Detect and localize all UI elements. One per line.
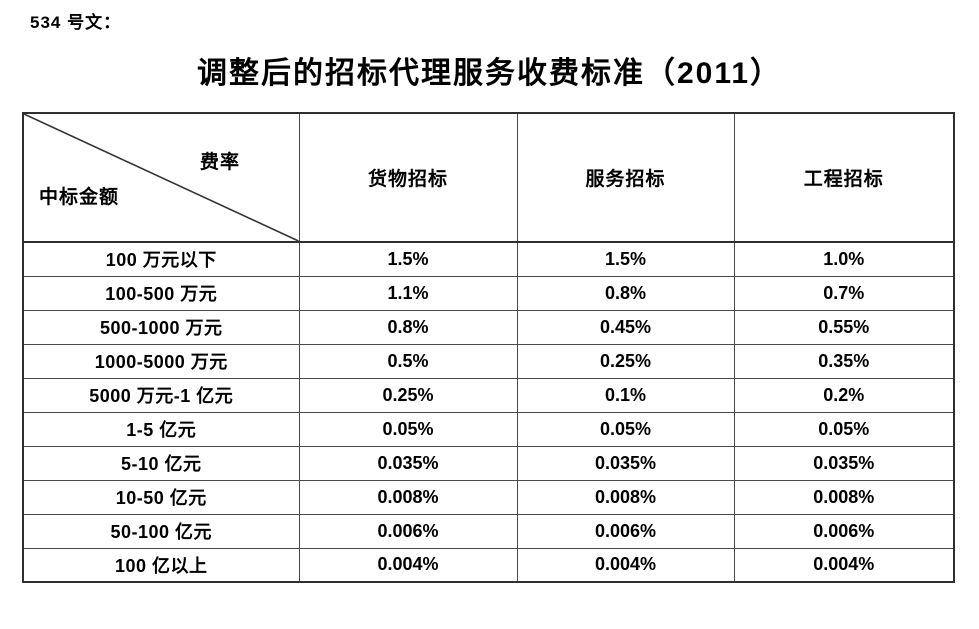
table-row: 100 亿以上 0.004% 0.004% 0.004% bbox=[22, 547, 955, 583]
rate-cell: 0.008% bbox=[298, 479, 518, 515]
rate-cell: 0.004% bbox=[516, 547, 735, 583]
table-row: 50-100 亿元 0.006% 0.006% 0.006% bbox=[22, 513, 955, 549]
amount-range-label: 100-500 万元 bbox=[22, 275, 300, 311]
table-row: 100-500 万元 1.1% 0.8% 0.7% bbox=[22, 275, 955, 311]
amount-range-label: 5-10 亿元 bbox=[22, 445, 300, 481]
amount-range-label: 5000 万元-1 亿元 bbox=[22, 377, 300, 413]
table-row: 100 万元以下 1.5% 1.5% 1.0% bbox=[22, 241, 955, 277]
rate-cell: 0.008% bbox=[733, 479, 955, 515]
rate-cell: 0.006% bbox=[733, 513, 955, 549]
rate-cell: 0.006% bbox=[298, 513, 518, 549]
table-row: 5000 万元-1 亿元 0.25% 0.1% 0.2% bbox=[22, 377, 955, 413]
rate-cell: 0.2% bbox=[733, 377, 955, 413]
table-corner-cell: 费率 中标金额 bbox=[22, 112, 300, 243]
rate-cell: 0.006% bbox=[516, 513, 735, 549]
corner-amount-label: 中标金额 bbox=[39, 187, 120, 208]
amount-range-label: 1-5 亿元 bbox=[22, 411, 300, 447]
rate-cell: 0.25% bbox=[298, 377, 518, 413]
table-row: 500-1000 万元 0.8% 0.45% 0.55% bbox=[22, 309, 955, 345]
amount-range-label: 10-50 亿元 bbox=[22, 479, 300, 515]
amount-range-label: 100 亿以上 bbox=[22, 547, 300, 583]
column-header-engineering-bidding: 工程招标 bbox=[733, 112, 955, 243]
rate-cell: 1.5% bbox=[298, 241, 518, 277]
page-title: 调整后的招标代理服务收费标准（2011） bbox=[196, 57, 783, 90]
rate-cell: 1.5% bbox=[516, 241, 735, 277]
amount-range-label: 50-100 亿元 bbox=[22, 513, 300, 549]
corner-fee-rate-label: 费率 bbox=[200, 152, 241, 173]
rate-cell: 0.5% bbox=[298, 343, 518, 379]
rate-cell: 0.035% bbox=[516, 445, 735, 481]
table-header-row: 费率 中标金额 货物招标 服务招标 工程招标 bbox=[22, 112, 955, 243]
rate-cell: 1.1% bbox=[298, 275, 518, 311]
rate-cell: 0.45% bbox=[516, 309, 735, 345]
table-row: 1-5 亿元 0.05% 0.05% 0.05% bbox=[22, 411, 955, 447]
rate-cell: 0.7% bbox=[733, 275, 955, 311]
column-header-goods-bidding: 货物招标 bbox=[298, 112, 518, 243]
table-row: 1000-5000 万元 0.5% 0.25% 0.35% bbox=[22, 343, 955, 379]
rate-cell: 0.035% bbox=[298, 445, 518, 481]
fee-rate-table: 费率 中标金额 货物招标 服务招标 工程招标 100 万元以下 1.5% 1.5% 1… bbox=[22, 112, 955, 583]
rate-cell: 0.35% bbox=[733, 343, 955, 379]
amount-range-label: 100 万元以下 bbox=[22, 241, 300, 277]
doc-number-label: 534 号文： bbox=[30, 13, 122, 32]
rate-cell: 0.1% bbox=[516, 377, 735, 413]
rate-cell: 0.25% bbox=[516, 343, 735, 379]
rate-cell: 0.05% bbox=[516, 411, 735, 447]
amount-range-label: 1000-5000 万元 bbox=[22, 343, 300, 379]
table-row: 10-50 亿元 0.008% 0.008% 0.008% bbox=[22, 479, 955, 515]
rate-cell: 0.55% bbox=[733, 309, 955, 345]
rate-cell: 0.035% bbox=[733, 445, 955, 481]
rate-cell: 0.05% bbox=[733, 411, 955, 447]
amount-range-label: 500-1000 万元 bbox=[22, 309, 300, 345]
rate-cell: 0.004% bbox=[298, 547, 518, 583]
fee-table-body: 100 万元以下 1.5% 1.5% 1.0% 100-500 万元 1.1% 0.8% 0.… bbox=[22, 241, 955, 583]
diagonal-divider-line bbox=[24, 114, 299, 241]
rate-cell: 0.008% bbox=[516, 479, 735, 515]
rate-cell: 0.8% bbox=[298, 309, 518, 345]
rate-cell: 0.8% bbox=[516, 275, 735, 311]
rate-cell: 0.004% bbox=[733, 547, 955, 583]
column-header-service-bidding: 服务招标 bbox=[516, 112, 735, 243]
rate-cell: 0.05% bbox=[298, 411, 518, 447]
rate-cell: 1.0% bbox=[733, 241, 955, 277]
table-row: 5-10 亿元 0.035% 0.035% 0.035% bbox=[22, 445, 955, 481]
